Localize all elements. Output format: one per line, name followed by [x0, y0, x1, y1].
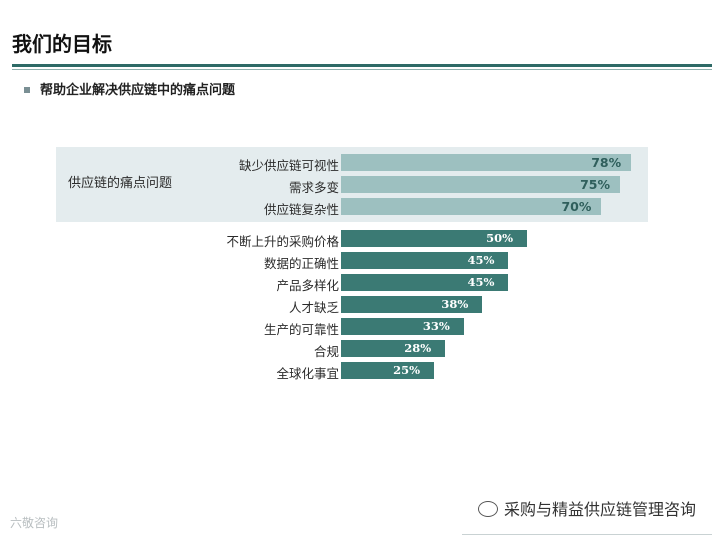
- title-divider-thin: [12, 69, 712, 70]
- wechat-name: 采购与精益供应链管理咨询: [503, 500, 696, 519]
- category-label: 产品多样化: [276, 278, 339, 293]
- bar: [341, 318, 464, 335]
- bar: [341, 274, 509, 291]
- bar: [341, 362, 434, 379]
- category-label: 数据的正确性: [263, 256, 339, 271]
- value-label: 78%: [591, 155, 622, 170]
- value-label: 45%: [467, 275, 495, 289]
- bar: [341, 340, 446, 357]
- wechat-icon: [477, 500, 498, 517]
- category-label: 需求多变: [288, 180, 339, 195]
- value-label: 50%: [486, 231, 513, 245]
- category-label: 全球化事宜: [276, 366, 339, 381]
- value-label: 38%: [441, 297, 469, 311]
- bar: [341, 296, 483, 313]
- bullet-text: 帮助企业解决供应链中的痛点问题: [40, 83, 236, 98]
- bar: [341, 198, 602, 215]
- bar: [341, 252, 509, 269]
- wechat-account: 采购与精益供应链管理咨询: [477, 496, 696, 520]
- footer-divider: [462, 534, 712, 535]
- bar: [341, 230, 527, 247]
- watermark-text: 六敬咨询: [10, 516, 59, 530]
- category-label: 供应链复杂性: [263, 202, 339, 217]
- category-label: 合规: [313, 344, 339, 359]
- bar: [341, 176, 620, 193]
- bar: [341, 154, 632, 171]
- value-label: 45%: [467, 253, 495, 267]
- value-label: 33%: [422, 319, 450, 333]
- page-title: 我们的目标: [12, 32, 112, 56]
- value-label: 70%: [561, 199, 592, 214]
- category-label: 缺少供应链可视性: [238, 158, 339, 173]
- bullet-point: 帮助企业解决供应链中的痛点问题: [24, 79, 235, 98]
- value-label: 28%: [404, 341, 432, 355]
- category-label: 生产的可靠性: [263, 322, 339, 337]
- category-label: 不断上升的采购价格: [226, 234, 339, 249]
- watermark-logo: 六敬咨询: [10, 514, 58, 531]
- value-label: 75%: [580, 177, 610, 192]
- value-label: 25%: [393, 363, 420, 377]
- category-label: 人才缺乏: [288, 300, 339, 315]
- bullet-square-icon: [24, 86, 30, 93]
- group-label: 供应链的痛点问题: [68, 176, 173, 191]
- title-divider: [12, 64, 712, 67]
